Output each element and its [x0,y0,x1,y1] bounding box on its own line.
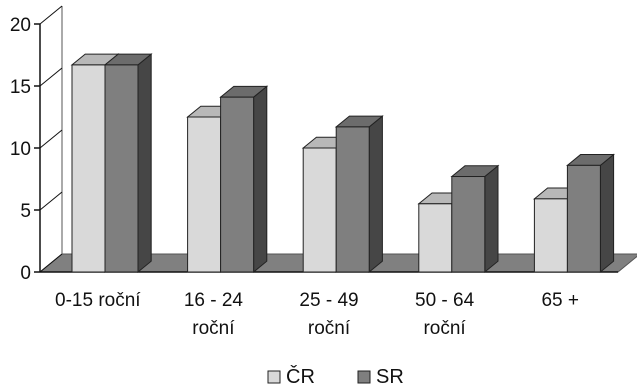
bar-SR-1 [219,85,269,274]
labels-layer: 0 5 10 15 20 0-15 roční 16 - 24 roční 25 - 49 roč… [10,15,579,339]
bar-side [599,153,615,274]
y-tick-depth [39,5,63,25]
bar-front [451,176,486,273]
y-tick-label: 20 [10,15,31,36]
legend-label: ČR [286,365,315,388]
x-tick-label: 25 - 49 [299,290,358,311]
bars-layer [70,53,616,274]
x-tick-label: 16 - 24 [184,290,244,311]
bar-front [302,147,337,273]
x-tick-label: 50 - 64 [415,290,475,311]
y-tick-depth [39,67,63,87]
legend: ČR SR [267,365,404,388]
bar-front [418,203,453,273]
bar-side [484,164,499,274]
bar-SR-2 [334,115,384,274]
x-tick-label: 65 + [541,290,579,311]
y-tick-depth [39,129,63,149]
y-tick-label: 15 [10,77,31,98]
bar-SR-0 [103,53,153,274]
legend-label: SR [376,366,404,388]
bar-front [104,64,139,273]
x-tick-label: 0-15 roční [55,290,141,311]
x-tick-label: roční [308,318,351,339]
legend-item-ČR: ČR [267,365,315,388]
legend-item-SR: SR [357,366,404,388]
bar-front [220,96,255,273]
legend-swatch [267,370,281,384]
bar-SR-4 [565,153,616,274]
bar-front [71,64,106,273]
bar-side [253,85,268,274]
y-tick-label: 10 [10,139,31,160]
legend-swatch [357,370,371,384]
bar-front [566,164,601,273]
bar-side [368,115,383,274]
y-tick-depth [39,253,63,273]
bar-SR-3 [450,164,500,274]
x-tick-label: roční [192,318,235,339]
x-tick-label: roční [423,318,466,339]
y-tick-depth [39,191,63,211]
y-tick-label: 5 [20,201,31,222]
bar-side [137,53,152,274]
bar-front [335,126,370,273]
y-tick-label: 0 [20,263,31,284]
bar-front [187,116,222,273]
bar-front [533,198,568,273]
